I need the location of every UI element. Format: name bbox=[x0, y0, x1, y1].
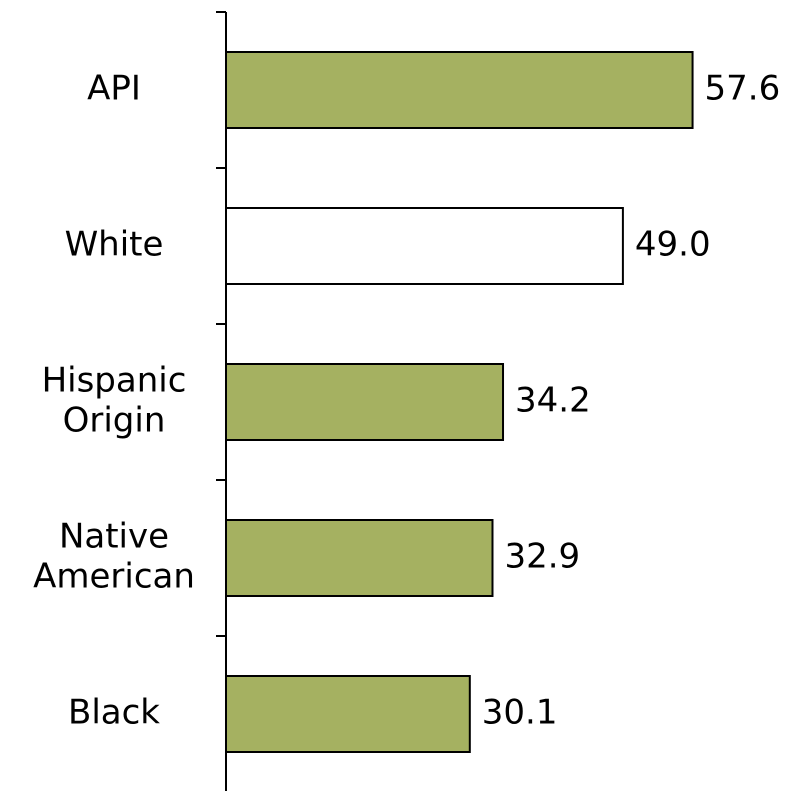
category-label: Native American bbox=[33, 517, 195, 597]
bar bbox=[225, 519, 494, 597]
bar bbox=[225, 363, 505, 441]
category-label-line: API bbox=[87, 69, 141, 109]
bars-group bbox=[225, 51, 694, 753]
category-label: Hispanic Origin bbox=[42, 361, 187, 441]
category-label-line: American bbox=[33, 557, 195, 597]
bar-value-label: 32.9 bbox=[504, 537, 580, 577]
bar-value-label: 34.2 bbox=[515, 381, 591, 421]
category-label: API bbox=[87, 69, 141, 109]
y-axis-ticks bbox=[216, 11, 226, 637]
bar bbox=[225, 207, 624, 285]
category-label-line: Black bbox=[68, 693, 160, 733]
category-label: White bbox=[65, 225, 164, 265]
category-label-line: Origin bbox=[63, 401, 166, 441]
bar-value-label: 49.0 bbox=[635, 225, 711, 265]
category-label-line: Native bbox=[59, 517, 169, 557]
category-labels-group: API White Hispanic Origin Native American Blac… bbox=[33, 69, 195, 733]
bar bbox=[225, 51, 694, 129]
category-label-line: White bbox=[65, 225, 164, 265]
bar-value-label: 57.6 bbox=[705, 69, 781, 109]
category-label: Black bbox=[68, 693, 160, 733]
bar-value-label: 30.1 bbox=[482, 693, 558, 733]
bar bbox=[225, 675, 471, 753]
category-label-line: Hispanic bbox=[42, 361, 187, 401]
value-labels-group: 57.6 49.0 34.2 32.9 30.1 bbox=[482, 69, 780, 733]
